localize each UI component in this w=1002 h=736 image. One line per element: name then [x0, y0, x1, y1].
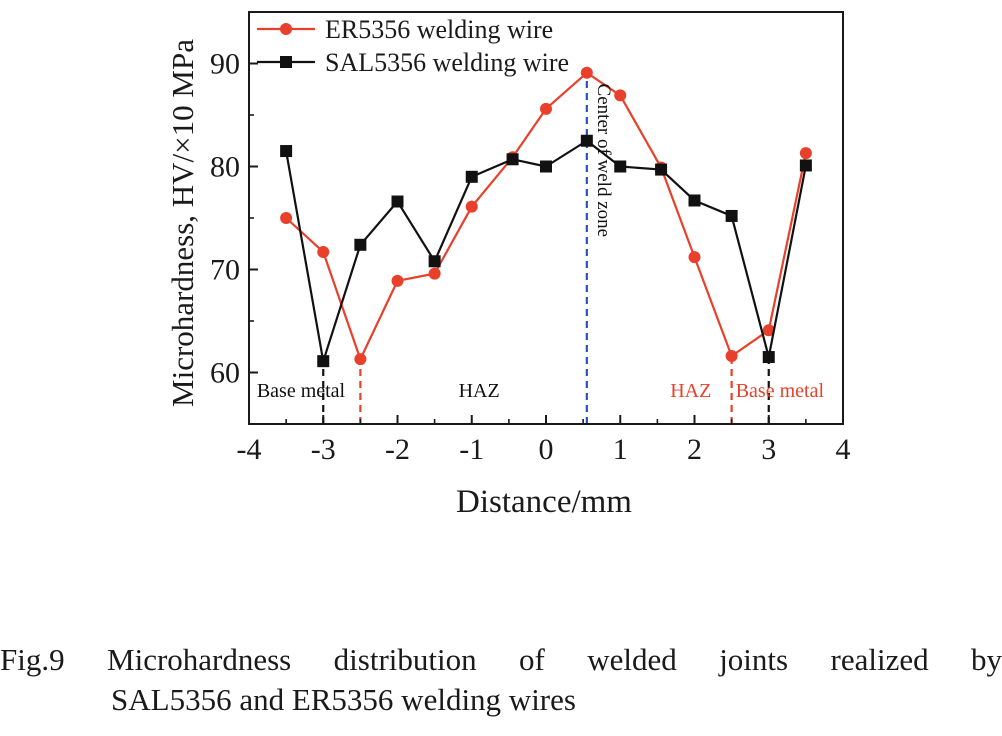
- x-tick-label-1: -4: [237, 433, 262, 466]
- x-tick-label-5: 0: [539, 433, 554, 466]
- series-2-point-9: [580, 134, 593, 147]
- series-1-point-8: [540, 102, 552, 115]
- series-2-point-12: [688, 194, 701, 207]
- series-1-point-2: [317, 245, 330, 258]
- series-2-point-10: [614, 160, 627, 173]
- series-2-point-14: [762, 351, 775, 364]
- caption-word-2: distribution: [333, 642, 477, 677]
- figure-caption-line-1: Fig.9 Microhardness distribution of weld…: [0, 640, 1002, 680]
- series-1-point-1: [280, 212, 293, 224]
- legend-label-2: SAL5356 welding wire: [325, 48, 569, 77]
- series-2-point-11: [655, 163, 668, 176]
- x-tick-label-7: 2: [687, 433, 702, 466]
- microhardness-chart: Base metal HAZ HAZ Base metal Center of weld…: [165, 11, 851, 520]
- caption-word-6: realized: [830, 642, 929, 677]
- annotation-4: Base metal: [736, 380, 825, 402]
- series-2-point-2: [317, 355, 330, 368]
- caption-word-1: Microhardness: [107, 642, 292, 677]
- x-tick-label-4: -1: [459, 433, 484, 466]
- caption-word-7: by: [971, 642, 1002, 677]
- series-2-point-4: [391, 195, 404, 208]
- x-tick-label-8: 3: [761, 433, 776, 466]
- y-tick-label-4: 90: [210, 48, 240, 81]
- series-1-point-3: [354, 353, 367, 366]
- series-1-point-12: [688, 251, 701, 264]
- axes: -4 -3 -2 -1 0 1 2 3 4 60 70 80 90: [210, 11, 851, 466]
- series-1-point-10: [614, 89, 627, 102]
- series-2-point-6: [465, 170, 478, 183]
- series-1-point-4: [391, 274, 404, 287]
- legend-marker-1: [280, 23, 292, 35]
- annotation-3: HAZ: [670, 380, 711, 402]
- series-2-point-3: [354, 238, 367, 251]
- series-1-point-13: [725, 350, 738, 363]
- series-2-point-8: [540, 160, 552, 173]
- legend-marker-2: [280, 56, 292, 68]
- legend-label-1: ER5356 welding wire: [325, 15, 553, 44]
- series-2-point-7: [506, 153, 519, 166]
- series-2-point-5: [428, 255, 441, 268]
- x-tick-label-6: 1: [613, 433, 628, 466]
- series-2-point-15: [799, 159, 812, 172]
- plot-area: [249, 12, 843, 424]
- y-tick-label-1: 60: [210, 357, 240, 390]
- figure-caption-line-2: SAL5356 and ER5356 welding wires: [111, 682, 576, 717]
- reference-lines: [322, 72, 770, 424]
- x-tick-label-9: 4: [836, 433, 851, 466]
- y-tick-label-2: 70: [210, 254, 240, 287]
- figure-label: Fig.9: [0, 642, 65, 677]
- x-tick-label-2: -3: [311, 433, 336, 466]
- annotations: Base metal HAZ HAZ Base metal Center of weld…: [257, 84, 825, 403]
- series-1-point-9: [580, 66, 593, 79]
- caption-word-3: of: [519, 642, 545, 677]
- x-tick-label-3: -2: [385, 433, 410, 466]
- caption-word-5: joints: [719, 642, 789, 677]
- series-1-point-5: [428, 267, 441, 280]
- annotation-1: Base metal: [257, 380, 346, 402]
- y-tick-label-3: 80: [210, 151, 240, 184]
- y-axis-label: Microhardness, HV/×10 MPa: [165, 39, 200, 407]
- x-axis-label: Distance/mm: [456, 484, 632, 520]
- caption-word-4: welded: [587, 642, 677, 677]
- series-2-point-13: [725, 209, 738, 222]
- plot-background: [249, 12, 843, 424]
- legend: ER5356 welding wire SAL5356 welding wire: [257, 15, 569, 77]
- annotation-2: HAZ: [459, 380, 500, 402]
- series-1-point-15: [799, 147, 812, 160]
- series-layer: [280, 66, 812, 368]
- annotation-5: Center of weld zone: [593, 84, 614, 238]
- series-1-point-6: [465, 200, 478, 213]
- series-1-point-14: [762, 324, 775, 337]
- series-2-point-1: [280, 145, 293, 158]
